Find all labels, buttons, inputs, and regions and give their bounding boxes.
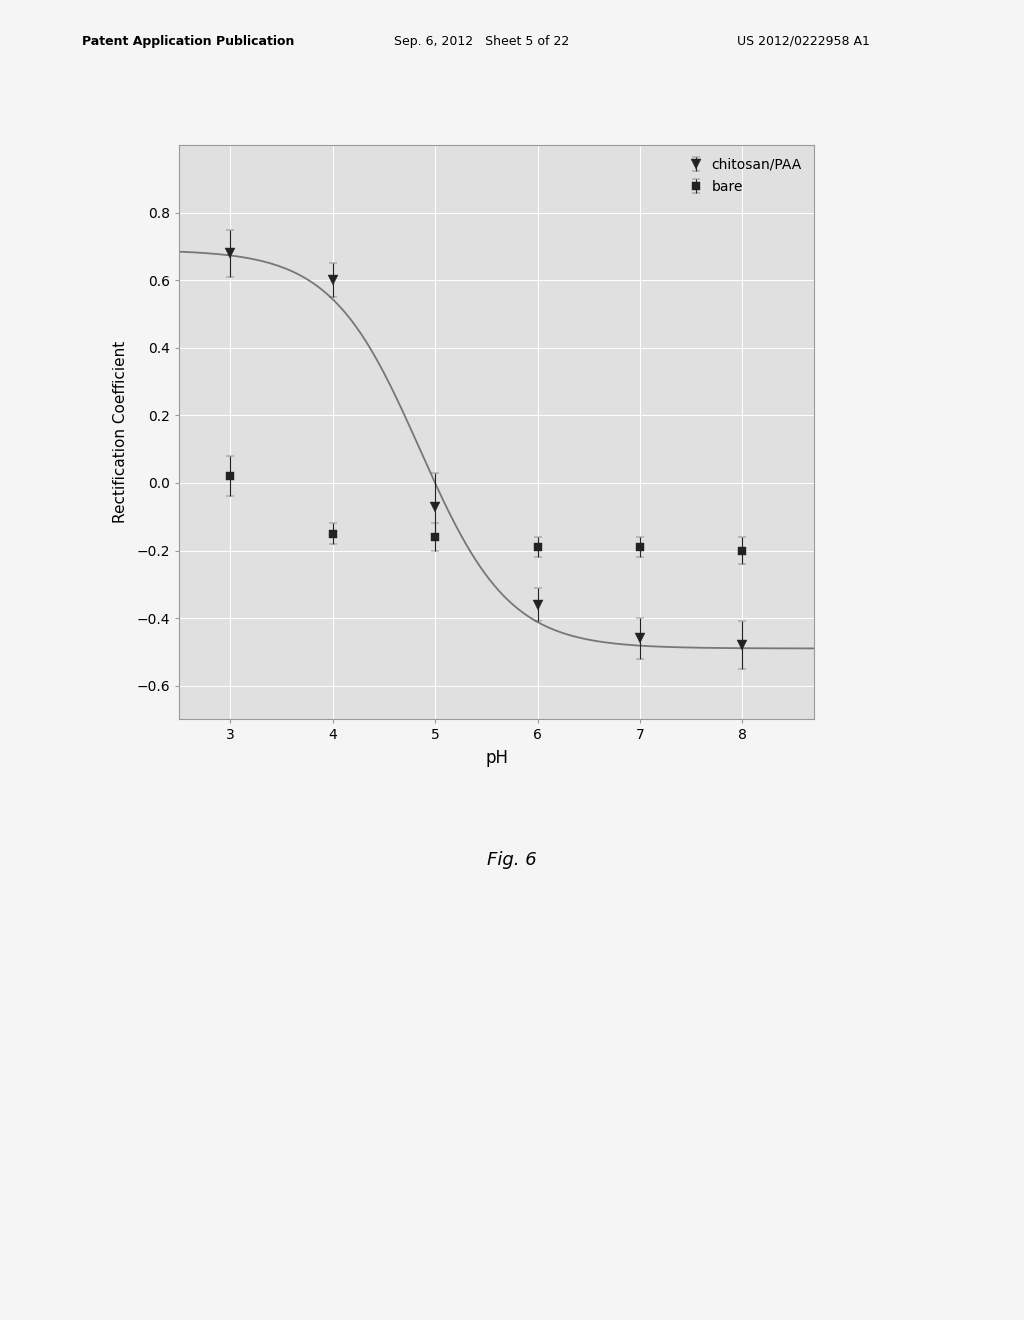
Y-axis label: Rectification Coefficient: Rectification Coefficient	[114, 341, 128, 524]
Legend: chitosan/PAA, bare: chitosan/PAA, bare	[682, 152, 807, 199]
Text: US 2012/0222958 A1: US 2012/0222958 A1	[737, 34, 870, 48]
Text: Sep. 6, 2012   Sheet 5 of 22: Sep. 6, 2012 Sheet 5 of 22	[394, 34, 569, 48]
Text: Fig. 6: Fig. 6	[487, 850, 537, 869]
Text: Patent Application Publication: Patent Application Publication	[82, 34, 294, 48]
X-axis label: pH: pH	[485, 750, 508, 767]
